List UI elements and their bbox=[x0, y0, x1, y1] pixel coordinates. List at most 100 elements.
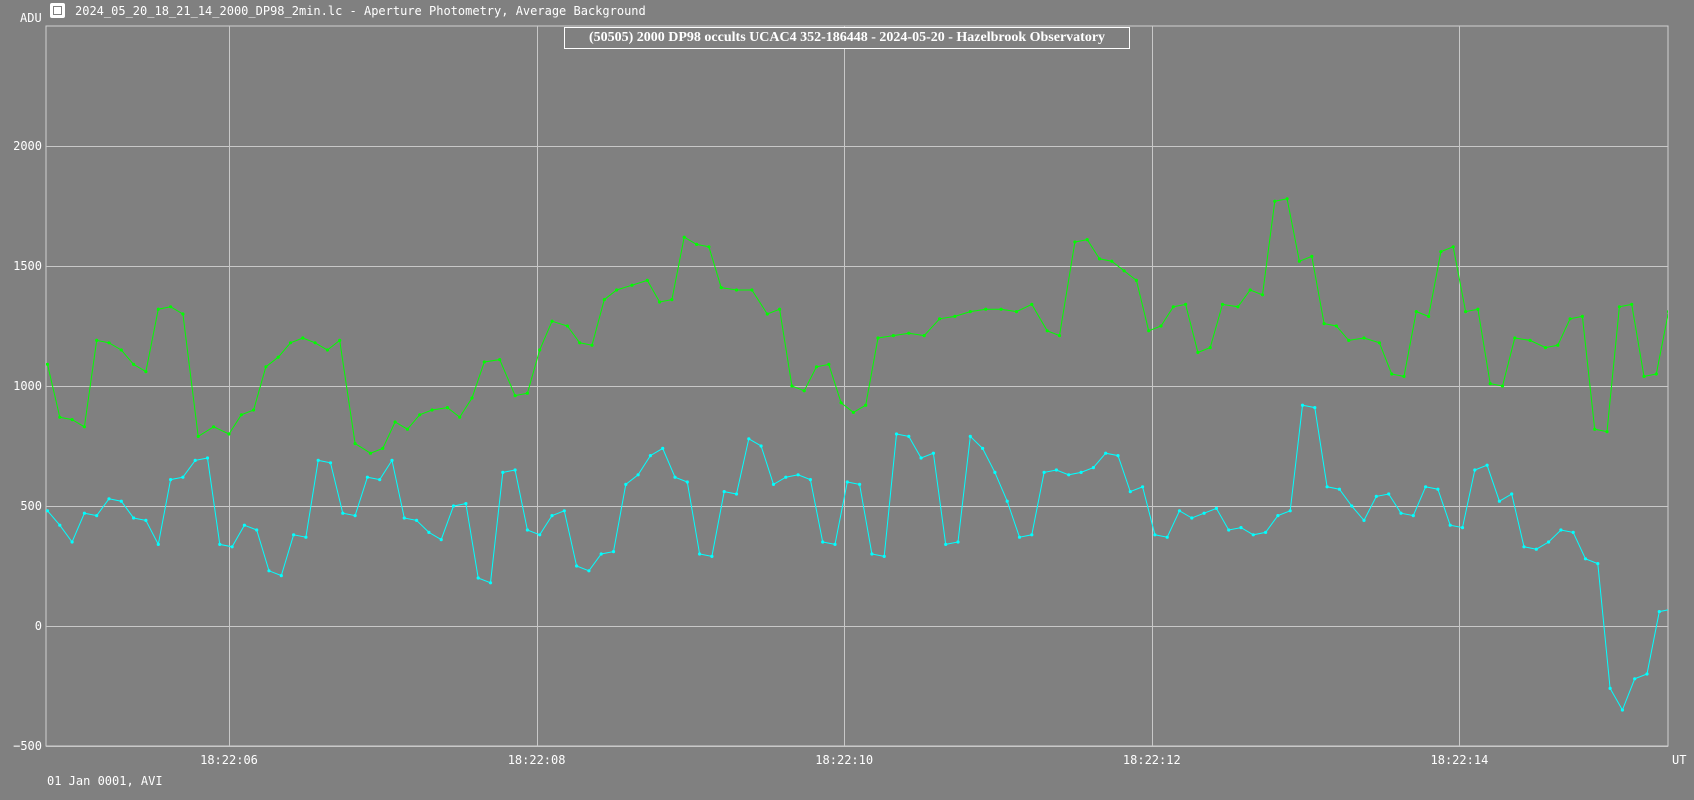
data-point bbox=[550, 319, 554, 323]
data-point bbox=[944, 542, 948, 547]
data-point bbox=[405, 427, 409, 431]
data-point bbox=[891, 334, 896, 338]
data-point bbox=[839, 401, 843, 405]
data-point bbox=[279, 574, 283, 578]
chart-grid bbox=[45, 25, 1669, 747]
data-point bbox=[575, 564, 579, 568]
data-point bbox=[1116, 454, 1120, 458]
data-point bbox=[34, 356, 37, 359]
data-point bbox=[565, 324, 570, 328]
data-point bbox=[1260, 293, 1265, 297]
data-point bbox=[919, 456, 923, 460]
data-point bbox=[1350, 504, 1354, 508]
data-point bbox=[1251, 533, 1255, 537]
data-point bbox=[393, 420, 397, 424]
data-point bbox=[1202, 511, 1206, 515]
data-point bbox=[328, 461, 333, 465]
y-tick-label: −500 bbox=[13, 739, 42, 753]
data-point bbox=[1547, 540, 1551, 544]
data-point bbox=[227, 432, 231, 436]
data-point bbox=[325, 348, 329, 352]
data-point bbox=[267, 569, 271, 573]
data-point bbox=[1679, 312, 1682, 315]
data-point bbox=[415, 518, 419, 523]
x-tick-label: 18:22:08 bbox=[508, 753, 566, 767]
data-point bbox=[513, 468, 517, 472]
data-point bbox=[698, 552, 702, 556]
data-point bbox=[734, 288, 739, 292]
data-point bbox=[778, 307, 782, 311]
data-point bbox=[58, 523, 62, 527]
data-point bbox=[578, 341, 582, 345]
data-point bbox=[1214, 506, 1218, 510]
data-point bbox=[1264, 530, 1268, 535]
data-point bbox=[1583, 557, 1588, 561]
series-1 bbox=[34, 197, 1682, 455]
data-point bbox=[1273, 199, 1277, 203]
data-point bbox=[230, 545, 234, 549]
data-point bbox=[1073, 240, 1077, 244]
data-point bbox=[1054, 468, 1058, 472]
data-point bbox=[1414, 310, 1418, 314]
data-point bbox=[587, 569, 591, 573]
data-point bbox=[814, 365, 819, 369]
window-header: 2024_05_20_18_21_14_2000_DP98_2min.lc - … bbox=[0, 0, 1694, 26]
data-point bbox=[968, 434, 972, 438]
data-point bbox=[1141, 485, 1145, 489]
data-point bbox=[1248, 288, 1252, 292]
data-point bbox=[833, 542, 837, 547]
data-point bbox=[802, 389, 806, 393]
data-point bbox=[1633, 677, 1637, 681]
data-point bbox=[1571, 530, 1575, 535]
data-point bbox=[1657, 610, 1661, 614]
data-point bbox=[1322, 322, 1326, 326]
data-point bbox=[205, 456, 210, 460]
data-point bbox=[1030, 533, 1034, 537]
data-point bbox=[445, 406, 449, 410]
data-point bbox=[439, 538, 443, 542]
data-point bbox=[907, 434, 911, 438]
data-point bbox=[1464, 310, 1468, 314]
data-point bbox=[1313, 406, 1317, 410]
data-point bbox=[169, 305, 173, 309]
data-point bbox=[1374, 494, 1378, 498]
data-point bbox=[1091, 466, 1095, 470]
data-point bbox=[1439, 250, 1443, 254]
data-point bbox=[381, 446, 385, 450]
data-point bbox=[264, 365, 268, 369]
data-point bbox=[156, 542, 160, 547]
data-point bbox=[1153, 533, 1157, 537]
data-point bbox=[1608, 686, 1612, 691]
data-point bbox=[1159, 324, 1163, 328]
data-point bbox=[1559, 528, 1563, 532]
data-point bbox=[1630, 302, 1634, 306]
x-tick-label: 18:22:14 bbox=[1431, 753, 1489, 767]
data-point bbox=[255, 528, 259, 532]
data-point bbox=[710, 554, 714, 559]
data-point bbox=[1014, 310, 1019, 314]
lightcurve-file-icon[interactable] bbox=[50, 3, 65, 18]
data-point bbox=[1042, 470, 1046, 474]
data-point bbox=[1239, 526, 1243, 530]
data-point bbox=[368, 451, 373, 455]
data-point bbox=[670, 298, 674, 302]
data-point bbox=[870, 552, 874, 556]
data-point bbox=[1097, 257, 1102, 261]
data-point bbox=[82, 511, 86, 515]
data-point bbox=[1085, 238, 1089, 242]
data-point bbox=[427, 530, 431, 535]
data-point bbox=[984, 307, 988, 311]
data-point bbox=[1528, 338, 1532, 342]
data-point bbox=[922, 334, 926, 338]
data-point bbox=[784, 475, 788, 479]
data-point bbox=[611, 550, 616, 554]
data-point bbox=[1411, 514, 1415, 518]
data-point bbox=[144, 518, 148, 523]
data-point bbox=[1667, 310, 1668, 314]
data-point bbox=[695, 242, 699, 246]
data-point bbox=[722, 490, 726, 494]
data-point bbox=[1642, 374, 1646, 378]
data-point bbox=[538, 533, 542, 537]
data-point bbox=[1362, 336, 1366, 340]
data-point bbox=[938, 317, 942, 321]
